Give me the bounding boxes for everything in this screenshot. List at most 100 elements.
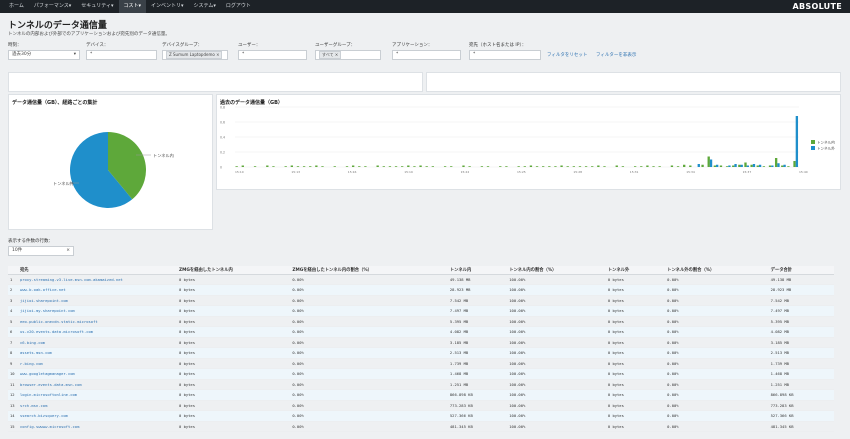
bar-inside[interactable] xyxy=(462,165,465,168)
bar-inside[interactable] xyxy=(480,166,484,167)
bar-inside[interactable] xyxy=(382,166,385,167)
bar-inside[interactable] xyxy=(388,166,392,167)
legend-label[interactable]: トンネル外 xyxy=(817,146,835,151)
bar-inside[interactable] xyxy=(419,165,422,168)
bar-inside[interactable] xyxy=(523,166,526,167)
rowcount-select[interactable]: 10件 × xyxy=(8,246,74,256)
bar-inside[interactable] xyxy=(333,166,336,167)
bar-inside[interactable] xyxy=(468,166,471,167)
bar-inside[interactable] xyxy=(560,165,563,168)
bar-inside[interactable] xyxy=(621,166,625,167)
device-group-input[interactable]: Z Sumum Laptopdemo × xyxy=(162,50,228,60)
bar-outside[interactable] xyxy=(697,164,700,167)
bar-inside[interactable] xyxy=(762,166,766,167)
legend-label[interactable]: トンネル内 xyxy=(817,140,835,145)
destination-link[interactable]: us-v20.events.data.microsoft.com xyxy=(17,326,177,338)
bar-outside[interactable] xyxy=(795,116,799,167)
bar-outside[interactable] xyxy=(734,164,737,167)
destination-link[interactable]: login.microsoftonline.com xyxy=(17,389,177,401)
bar-outside[interactable] xyxy=(740,164,743,167)
destination-link[interactable]: proxy-streaming-v3.live.msn.com.akamaize… xyxy=(17,274,177,285)
bar-inside[interactable] xyxy=(793,161,796,167)
bar-inside[interactable] xyxy=(713,165,717,168)
bar-inside[interactable] xyxy=(566,166,569,167)
col-header-4[interactable]: トンネル内の割合（%） xyxy=(507,266,606,275)
bar-inside[interactable] xyxy=(431,166,435,167)
bar-inside[interactable] xyxy=(517,166,520,167)
bar-inside[interactable] xyxy=(253,166,257,167)
bar-inside[interactable] xyxy=(554,166,557,167)
bar-inside[interactable] xyxy=(296,166,300,167)
bar-inside[interactable] xyxy=(725,166,729,167)
bar-inside[interactable] xyxy=(744,162,747,168)
bar-inside[interactable] xyxy=(290,165,294,168)
col-header-2[interactable]: ZMGを経由したトンネル内の割合（%） xyxy=(290,266,448,275)
destination-link[interactable]: config.swwww.microsoft.com xyxy=(17,421,177,432)
bar-inside[interactable] xyxy=(486,166,490,167)
bar-inside[interactable] xyxy=(646,165,649,168)
bar-outside[interactable] xyxy=(746,165,749,168)
bar-inside[interactable] xyxy=(542,166,545,167)
bar-inside[interactable] xyxy=(302,166,306,167)
bar-outside[interactable] xyxy=(771,165,774,168)
bar-inside[interactable] xyxy=(425,166,428,167)
bar-outside[interactable] xyxy=(716,164,719,167)
nav-item-0[interactable]: ホーム xyxy=(9,3,24,9)
bar-inside[interactable] xyxy=(750,164,753,167)
bar-inside[interactable] xyxy=(505,166,508,167)
bar-inside[interactable] xyxy=(615,165,618,168)
bar-inside[interactable] xyxy=(676,166,680,167)
col-header-3[interactable]: トンネル内 xyxy=(447,266,508,275)
bar-inside[interactable] xyxy=(756,165,759,168)
bar-outside[interactable] xyxy=(728,165,731,168)
bar-inside[interactable] xyxy=(376,165,379,168)
destination-link[interactable]: jijioi.sharepoint.com xyxy=(17,295,177,306)
bar-inside[interactable] xyxy=(683,164,686,167)
nav-item-1[interactable]: パフォーマンス▾ xyxy=(33,3,72,9)
bar-outside[interactable] xyxy=(752,164,756,167)
bar-inside[interactable] xyxy=(738,164,741,167)
bar-outside[interactable] xyxy=(783,164,786,167)
bar-inside[interactable] xyxy=(284,166,287,167)
destination-input[interactable]: * xyxy=(469,50,541,60)
user-group-chip[interactable]: すべて × xyxy=(319,51,342,59)
bar-inside[interactable] xyxy=(707,156,710,168)
col-header-5[interactable]: トンネル外 xyxy=(605,266,666,275)
bar-inside[interactable] xyxy=(413,166,416,167)
bar-inside[interactable] xyxy=(443,166,447,167)
bar-inside[interactable] xyxy=(351,165,355,168)
bar-inside[interactable] xyxy=(499,166,502,167)
bar-inside[interactable] xyxy=(597,165,600,168)
device-input[interactable]: * xyxy=(86,50,157,60)
bar-inside[interactable] xyxy=(241,165,244,168)
nav-item-3[interactable]: コスト▾ xyxy=(118,0,147,13)
bar-inside[interactable] xyxy=(345,166,349,167)
pie-slice-inside[interactable] xyxy=(108,132,146,200)
nav-item-2[interactable]: セキュリティ▾ xyxy=(81,3,114,9)
destination-link[interactable]: r.bing.com xyxy=(17,358,177,369)
bar-inside[interactable] xyxy=(584,166,588,167)
bar-inside[interactable] xyxy=(315,165,318,168)
bar-outside[interactable] xyxy=(758,164,762,167)
user-input[interactable]: * xyxy=(238,50,307,60)
destination-link[interactable]: jijioi-my.sharepoint.com xyxy=(17,305,177,317)
bar-inside[interactable] xyxy=(364,166,367,167)
bar-inside[interactable] xyxy=(535,166,539,167)
device-group-chip[interactable]: Z Sumum Laptopdemo × xyxy=(166,51,223,59)
application-input[interactable]: * xyxy=(392,50,461,60)
period-select[interactable]: 過去30分 ▾ xyxy=(8,50,80,60)
destination-link[interactable]: assets.msn.com xyxy=(17,347,177,359)
bar-inside[interactable] xyxy=(407,165,410,168)
col-header-6[interactable]: トンネル外の割合（%） xyxy=(665,266,769,275)
bar-inside[interactable] xyxy=(450,166,453,167)
bar-inside[interactable] xyxy=(394,166,398,167)
bar-inside[interactable] xyxy=(640,166,643,167)
bar-inside[interactable] xyxy=(719,165,723,168)
destination-link[interactable]: eeo.public.onecdn.static.microsoft xyxy=(17,316,177,327)
col-header-7[interactable]: データ合計 xyxy=(768,266,834,275)
bar-inside[interactable] xyxy=(401,166,404,167)
destination-link[interactable]: www.googletagmanager.com xyxy=(17,368,177,380)
col-header-1[interactable]: ZMGを経由したトンネル内 xyxy=(177,266,291,275)
bar-inside[interactable] xyxy=(768,165,772,168)
bar-inside[interactable] xyxy=(652,166,655,167)
